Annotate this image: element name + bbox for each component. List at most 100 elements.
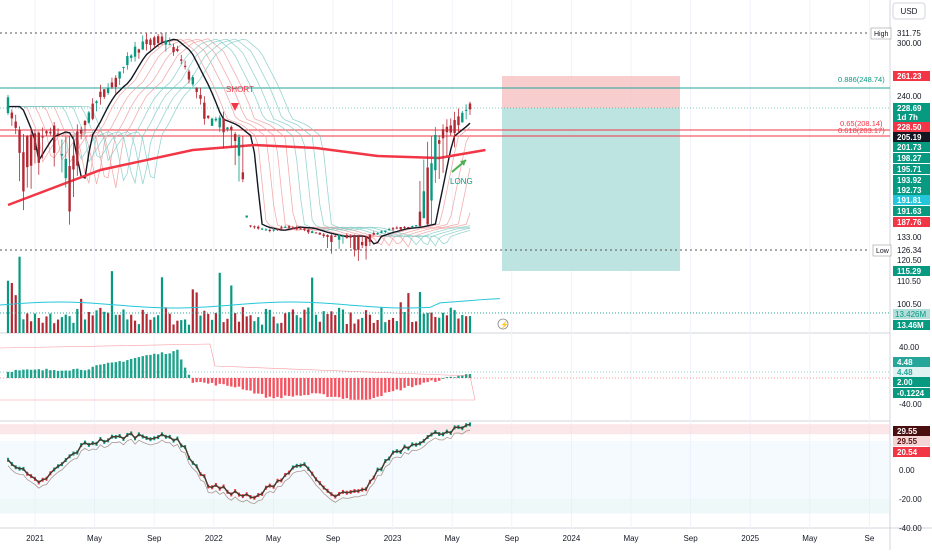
- candle-body: [26, 136, 29, 168]
- macd-histogram-bar: [441, 377, 445, 379]
- volume-bar: [249, 315, 252, 333]
- volume-bar: [426, 312, 429, 333]
- macd-histogram-bar: [307, 378, 310, 396]
- volume-bar: [372, 322, 375, 333]
- low-label: Low: [876, 248, 890, 255]
- currency-button[interactable]: [892, 2, 926, 20]
- candle-body: [64, 158, 67, 179]
- macd-histogram-bar: [83, 370, 87, 378]
- macd-histogram-bar: [310, 378, 314, 394]
- macd-histogram-bar: [172, 351, 175, 378]
- candle-body: [49, 131, 52, 134]
- candle-body: [110, 82, 114, 88]
- macd-histogram-bar: [49, 370, 52, 378]
- volume-bar: [103, 311, 106, 333]
- volume-bar: [210, 319, 214, 333]
- volume-bar: [318, 321, 321, 333]
- candle-body: [233, 134, 237, 142]
- macd-histogram-bar: [353, 378, 356, 400]
- macd-histogram-bar: [449, 376, 452, 378]
- price-tag: [893, 195, 930, 205]
- macd-histogram-bar: [141, 356, 144, 378]
- macd-histogram-bar: [272, 378, 275, 399]
- macd-axis-tick: -40.00: [899, 400, 922, 409]
- candle-body: [122, 66, 125, 68]
- volume-bar: [137, 324, 140, 333]
- macd-histogram-bar: [68, 370, 71, 378]
- profit-target-zone: [502, 108, 680, 271]
- macd-histogram-bar: [164, 353, 168, 378]
- candle-body: [14, 121, 17, 128]
- macd-histogram-bar: [10, 371, 14, 378]
- volume-bar: [68, 316, 71, 333]
- volume-bar: [45, 316, 48, 333]
- macd-histogram-bar: [37, 369, 40, 378]
- macd-histogram-bar: [103, 363, 106, 378]
- price-axis-tick: 133.00: [897, 233, 922, 242]
- macd-histogram-bar: [156, 354, 160, 378]
- volume-bar: [76, 308, 79, 333]
- macd-histogram-bar: [91, 366, 94, 378]
- oscillator-tag: [893, 447, 930, 457]
- volume-bar: [257, 317, 260, 333]
- candle-body: [103, 89, 106, 97]
- volume-bar: [276, 323, 279, 333]
- macd-histogram-bar: [203, 378, 206, 383]
- macd-histogram-bar: [41, 370, 44, 378]
- price-tag-text: 191.81: [897, 196, 922, 205]
- short-arrow-icon: [231, 103, 239, 111]
- replay-icon[interactable]: [497, 318, 509, 330]
- candle-body: [276, 229, 279, 231]
- time-axis-label: Sep: [683, 534, 698, 543]
- candle-body: [284, 226, 287, 228]
- time-axis-label: May: [802, 534, 817, 543]
- volume-bar: [64, 314, 67, 333]
- volume-bar: [172, 324, 175, 333]
- candle-body: [318, 232, 322, 235]
- volume-bar: [468, 316, 472, 333]
- macd-histogram-bar: [322, 378, 325, 395]
- price-axis-tick: 120.50: [897, 256, 922, 265]
- high-label: High: [874, 31, 889, 38]
- volume-bar: [314, 314, 318, 333]
- volume-bar: [164, 307, 167, 333]
- macd-histogram-bar: [384, 378, 387, 393]
- candle-body: [176, 49, 179, 51]
- time-axis-label: Sep: [505, 534, 520, 543]
- macd-histogram-bar: [168, 353, 171, 378]
- macd-histogram-bar: [72, 369, 75, 378]
- volume-bar: [126, 319, 129, 333]
- volume-bar: [187, 324, 191, 333]
- time-axis-label: May: [266, 534, 281, 543]
- candle-body: [241, 172, 245, 180]
- candle-body: [133, 46, 137, 57]
- candle-body: [99, 91, 102, 98]
- oscillator-line: [7, 423, 471, 499]
- candle-body: [449, 125, 452, 133]
- time-axis-label: Sep: [326, 534, 341, 543]
- macd-histogram-bar: [387, 378, 391, 392]
- candle-body: [195, 87, 198, 92]
- candle-body: [457, 116, 460, 126]
- candle-body: [361, 241, 364, 246]
- volume-bar: [114, 314, 117, 333]
- volume-bar: [445, 315, 448, 333]
- price-axis-high-value: 311.75: [897, 29, 921, 38]
- macd-histogram-bar: [183, 367, 187, 378]
- candle-body: [364, 236, 368, 247]
- volume-bar: [438, 317, 441, 333]
- volume-bar: [41, 322, 44, 333]
- volume-bar: [245, 316, 248, 333]
- candle-body: [137, 49, 141, 53]
- macd-histogram-bar: [411, 378, 414, 388]
- volume-bar: [226, 318, 229, 333]
- candle-body: [79, 129, 83, 134]
- ema-ribbon-line: [8, 38, 471, 245]
- macd-histogram-bar: [210, 378, 214, 383]
- macd-histogram-bar: [430, 378, 433, 381]
- candle-body: [10, 112, 14, 119]
- candle-body: [253, 226, 256, 228]
- macd-histogram-bar: [233, 378, 237, 388]
- candle-body: [326, 234, 329, 237]
